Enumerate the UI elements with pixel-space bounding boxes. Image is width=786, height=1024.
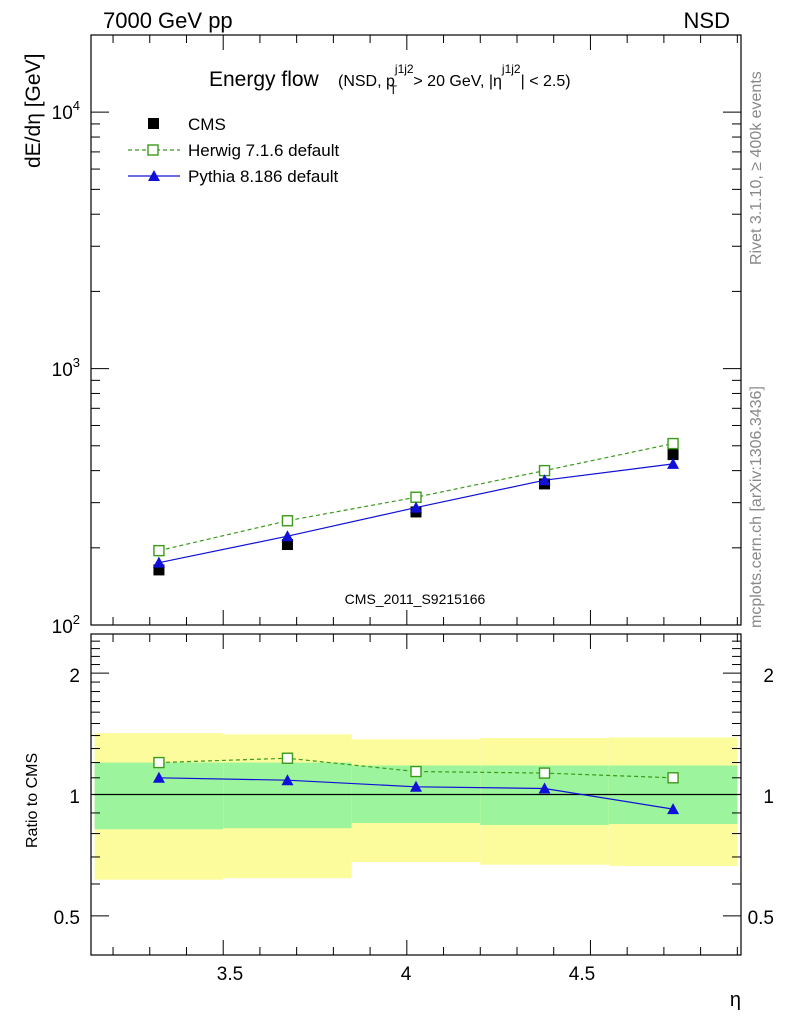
- title-suffix-sup2: j1j2: [501, 62, 521, 76]
- data-point: [281, 774, 294, 786]
- main-frame: [90, 34, 742, 626]
- data-point: [281, 515, 294, 527]
- main-series: [152, 437, 680, 576]
- data-point: [281, 539, 293, 551]
- main-panel: Energy flow (NSD, pj1j2 T > 20 GeV, |ηj1j…: [22, 34, 742, 638]
- data-point: [281, 530, 294, 542]
- data-point: [667, 803, 680, 815]
- data-point: [153, 756, 165, 769]
- title-suffix-sup: j1j2: [394, 62, 414, 76]
- data-point: [538, 464, 551, 477]
- ytick-label-100: 102: [52, 612, 80, 638]
- ratio-ytick-label-05-right: 0.5: [748, 908, 774, 929]
- ytick-10000-base: 10: [52, 103, 73, 124]
- mcplots-label: mcplots.cern.ch [arXiv:1306.3436]: [748, 386, 765, 628]
- ratio-bands: [94, 733, 738, 880]
- xtick-label-4: 4: [401, 964, 412, 985]
- ratio-ytick-label-05-left: 0.5: [54, 908, 80, 929]
- data-point: [667, 449, 679, 461]
- xtick-label-4.5: 4.5: [569, 964, 595, 985]
- x-axis-label: η: [730, 989, 741, 1011]
- legend-marker-herwig: [147, 144, 159, 156]
- title-suffix-sub: T: [390, 83, 398, 97]
- ytick-10000-exp: 4: [73, 98, 80, 113]
- main-title: Energy flow: [209, 68, 320, 91]
- watermark: CMS_2011_S9215166: [345, 591, 486, 607]
- header-left: 7000 GeV pp: [103, 8, 233, 33]
- legend-marker-cms: [148, 118, 159, 129]
- data-point: [281, 752, 294, 764]
- data-point: [410, 491, 422, 503]
- rivet-label: Rivet 3.1.10, ≥ 400k events: [748, 71, 765, 265]
- data-point: [538, 474, 551, 486]
- uncertainty-band-inner: [223, 762, 352, 829]
- main-title-suffix: (NSD, pj1j2 T > 20 GeV, |ηj1j2| < 2.5): [338, 62, 571, 97]
- data-point: [153, 544, 165, 557]
- data-point: [538, 767, 551, 779]
- title-suffix-c: | < 2.5): [521, 73, 571, 90]
- legend-label-cms: CMS: [188, 115, 226, 134]
- ratio-ytick-label-1-right: 1: [763, 787, 774, 808]
- legend-marker-pythia: [148, 170, 160, 181]
- data-point: [152, 771, 165, 783]
- data-point: [410, 765, 422, 778]
- ytick-100-base: 10: [52, 617, 73, 638]
- ratio-ylabel: Ratio to CMS: [24, 753, 41, 848]
- ratio-frame: [90, 633, 742, 956]
- data-point: [667, 772, 679, 784]
- data-point: [152, 556, 165, 568]
- data-point: [667, 457, 680, 469]
- legend-label-herwig: Herwig 7.1.6 default: [188, 141, 339, 160]
- series-line: [158, 757, 674, 779]
- data-point: [667, 437, 679, 450]
- ratio-panel: Ratio to CMS 2 1 0.5 2 1 0.5 3.5 4 4.5 η: [24, 633, 774, 1011]
- ratio-ytick-label-2-left: 2: [69, 666, 80, 687]
- data-point: [410, 780, 422, 792]
- xtick-label-3.5: 3.5: [217, 964, 243, 985]
- data-point: [538, 782, 551, 794]
- ytick-100-exp: 2: [73, 612, 80, 627]
- main-ytick-labels: 102 103 104: [52, 98, 80, 638]
- ratio-ytick-label-1-left: 1: [69, 787, 80, 808]
- header-right: NSD: [684, 8, 730, 33]
- title-suffix-b: > 20 GeV, |η: [409, 73, 502, 90]
- ratio-series: [152, 752, 680, 815]
- legend: CMS Herwig 7.1.6 default Pythia 8.186 de…: [128, 115, 339, 186]
- ytick-1000-exp: 3: [73, 355, 80, 370]
- title-suffix-a: (NSD, p: [338, 73, 395, 90]
- ytick-label-10000: 104: [52, 98, 80, 124]
- data-point: [153, 564, 165, 576]
- ratio-ytick-label-2-right: 2: [763, 666, 774, 687]
- main-ylabel: dE/dη [GeV]: [22, 54, 45, 168]
- ytick-1000-base: 10: [52, 360, 73, 381]
- ytick-label-1000: 103: [52, 355, 80, 381]
- legend-label-pythia: Pythia 8.186 default: [188, 167, 339, 186]
- data-point: [410, 501, 422, 513]
